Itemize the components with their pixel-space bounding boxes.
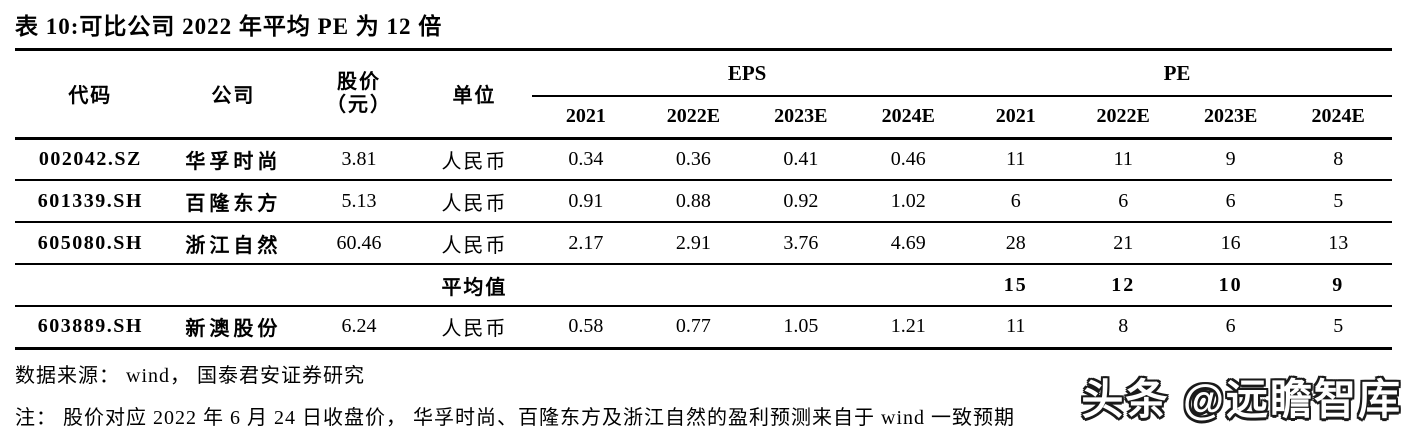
cell-pe-2022e: 8 — [1069, 306, 1177, 350]
cell-eps-2021 — [532, 264, 640, 307]
comparable-companies-table: 代码 公司 股价 （元） 单位 EPS PE 2021 2022E 2023E … — [15, 51, 1392, 350]
year-header-pe-2024e: 2024E — [1284, 96, 1392, 140]
cell-code: 605080.SH — [15, 222, 166, 265]
cell-pe-2023e: 6 — [1176, 306, 1285, 350]
cell-eps-2022e: 2.91 — [639, 222, 748, 265]
cell-pe-2023e: 16 — [1176, 222, 1285, 265]
cell-eps-2022e: 0.77 — [639, 306, 748, 350]
cell-eps-2024e: 1.02 — [854, 180, 963, 223]
cell-unit: 人民币 — [416, 138, 533, 181]
cell-price: 6.24 — [301, 306, 417, 350]
cell-eps-2023e: 0.92 — [747, 180, 855, 223]
cell-pe-2023e: 10 — [1176, 264, 1285, 307]
cell-code — [15, 264, 166, 307]
cell-pe-2021: 28 — [962, 222, 1070, 265]
cell-eps-2022e — [639, 264, 748, 307]
cell-pe-2023e: 9 — [1176, 138, 1285, 181]
col-header-code: 代码 — [15, 51, 166, 140]
cell-eps-2024e: 1.21 — [854, 306, 963, 350]
cell-eps-2021: 0.91 — [532, 180, 640, 223]
cell-pe-2024e: 9 — [1284, 264, 1392, 307]
cell-eps-2021: 0.34 — [532, 138, 640, 181]
cell-company: 华孚时尚 — [165, 138, 302, 181]
average-row: 平均值 15 12 10 9 — [15, 264, 1392, 307]
table-row: 603889.SH 新澳股份 6.24 人民币 0.58 0.77 1.05 1… — [15, 306, 1392, 350]
cell-company: 百隆东方 — [165, 180, 302, 223]
cell-pe-2022e: 12 — [1069, 264, 1177, 307]
cell-eps-2021: 0.58 — [532, 306, 640, 350]
cell-eps-2023e — [747, 264, 855, 307]
year-header-pe-2023e: 2023E — [1176, 96, 1285, 140]
year-header-pe-2022e: 2022E — [1069, 96, 1177, 140]
cell-eps-2023e: 0.41 — [747, 138, 855, 181]
cell-code: 603889.SH — [15, 306, 166, 350]
cell-pe-2021: 11 — [962, 306, 1070, 350]
cell-pe-2024e: 8 — [1284, 138, 1392, 181]
header-group-row: 代码 公司 股价 （元） 单位 EPS PE — [15, 51, 1392, 140]
table-row: 605080.SH 浙江自然 60.46 人民币 2.17 2.91 3.76 … — [15, 222, 1392, 265]
col-header-price: 股价 （元） — [301, 51, 417, 140]
cell-price: 60.46 — [301, 222, 417, 265]
group-header-eps: EPS — [532, 51, 963, 97]
data-source-line: 数据来源： wind， 国泰君安证券研究 — [15, 364, 365, 387]
cell-pe-2022e: 11 — [1069, 138, 1177, 181]
cell-pe-2024e: 13 — [1284, 222, 1392, 265]
cell-eps-2022e: 0.88 — [639, 180, 748, 223]
cell-eps-2023e: 1.05 — [747, 306, 855, 350]
year-header-eps-2023e: 2023E — [747, 96, 855, 140]
cell-pe-2024e: 5 — [1284, 180, 1392, 223]
header-years-row: 2021 2022E 2023E 2024E 2021 2022E 2023E … — [15, 96, 1392, 140]
cell-code: 002042.SZ — [15, 138, 166, 181]
year-header-eps-2022e: 2022E — [639, 96, 748, 140]
cell-pe-2021: 15 — [962, 264, 1070, 307]
col-header-price-line1: 股价 — [336, 70, 381, 93]
cell-pe-2022e: 6 — [1069, 180, 1177, 223]
cell-eps-2024e: 4.69 — [854, 222, 963, 265]
cell-price — [301, 264, 417, 307]
table-title: 表 10:可比公司 2022 年平均 PE 为 12 倍 — [15, 0, 1392, 51]
cell-eps-2022e: 0.36 — [639, 138, 748, 181]
year-header-pe-2021: 2021 — [962, 96, 1070, 140]
cell-pe-2024e: 5 — [1284, 306, 1392, 350]
table-block: 表 10:可比公司 2022 年平均 PE 为 12 倍 代码 公司 股价 （元… — [15, 0, 1392, 427]
cell-eps-2024e: 0.46 — [854, 138, 963, 181]
cell-eps-2023e: 3.76 — [747, 222, 855, 265]
col-header-company: 公司 — [165, 51, 302, 140]
watermark-logo: 头条 @远瞻智库 — [1081, 376, 1402, 423]
cell-unit: 人民币 — [416, 180, 533, 223]
col-header-unit: 单位 — [416, 51, 533, 140]
cell-average-label: 平均值 — [416, 264, 533, 307]
group-header-pe: PE — [962, 51, 1392, 97]
table-row: 002042.SZ 华孚时尚 3.81 人民币 0.34 0.36 0.41 0… — [15, 138, 1392, 181]
cell-company: 新澳股份 — [165, 306, 302, 350]
cell-pe-2021: 6 — [962, 180, 1070, 223]
cell-eps-2024e — [854, 264, 963, 307]
footnote-line: 注： 股价对应 2022 年 6 月 24 日收盘价， 华孚时尚、百隆东方及浙江… — [15, 406, 1015, 427]
col-header-price-line2: （元） — [325, 93, 392, 116]
cell-price: 5.13 — [301, 180, 417, 223]
cell-pe-2021: 11 — [962, 138, 1070, 181]
cell-company: 浙江自然 — [165, 222, 302, 265]
cell-pe-2022e: 21 — [1069, 222, 1177, 265]
year-header-eps-2021: 2021 — [532, 96, 640, 140]
cell-code: 601339.SH — [15, 180, 166, 223]
cell-unit: 人民币 — [416, 222, 533, 265]
cell-eps-2021: 2.17 — [532, 222, 640, 265]
year-header-eps-2024e: 2024E — [854, 96, 963, 140]
cell-company — [165, 264, 302, 307]
cell-unit: 人民币 — [416, 306, 533, 350]
cell-price: 3.81 — [301, 138, 417, 181]
cell-pe-2023e: 6 — [1176, 180, 1285, 223]
table-row: 601339.SH 百隆东方 5.13 人民币 0.91 0.88 0.92 1… — [15, 180, 1392, 223]
